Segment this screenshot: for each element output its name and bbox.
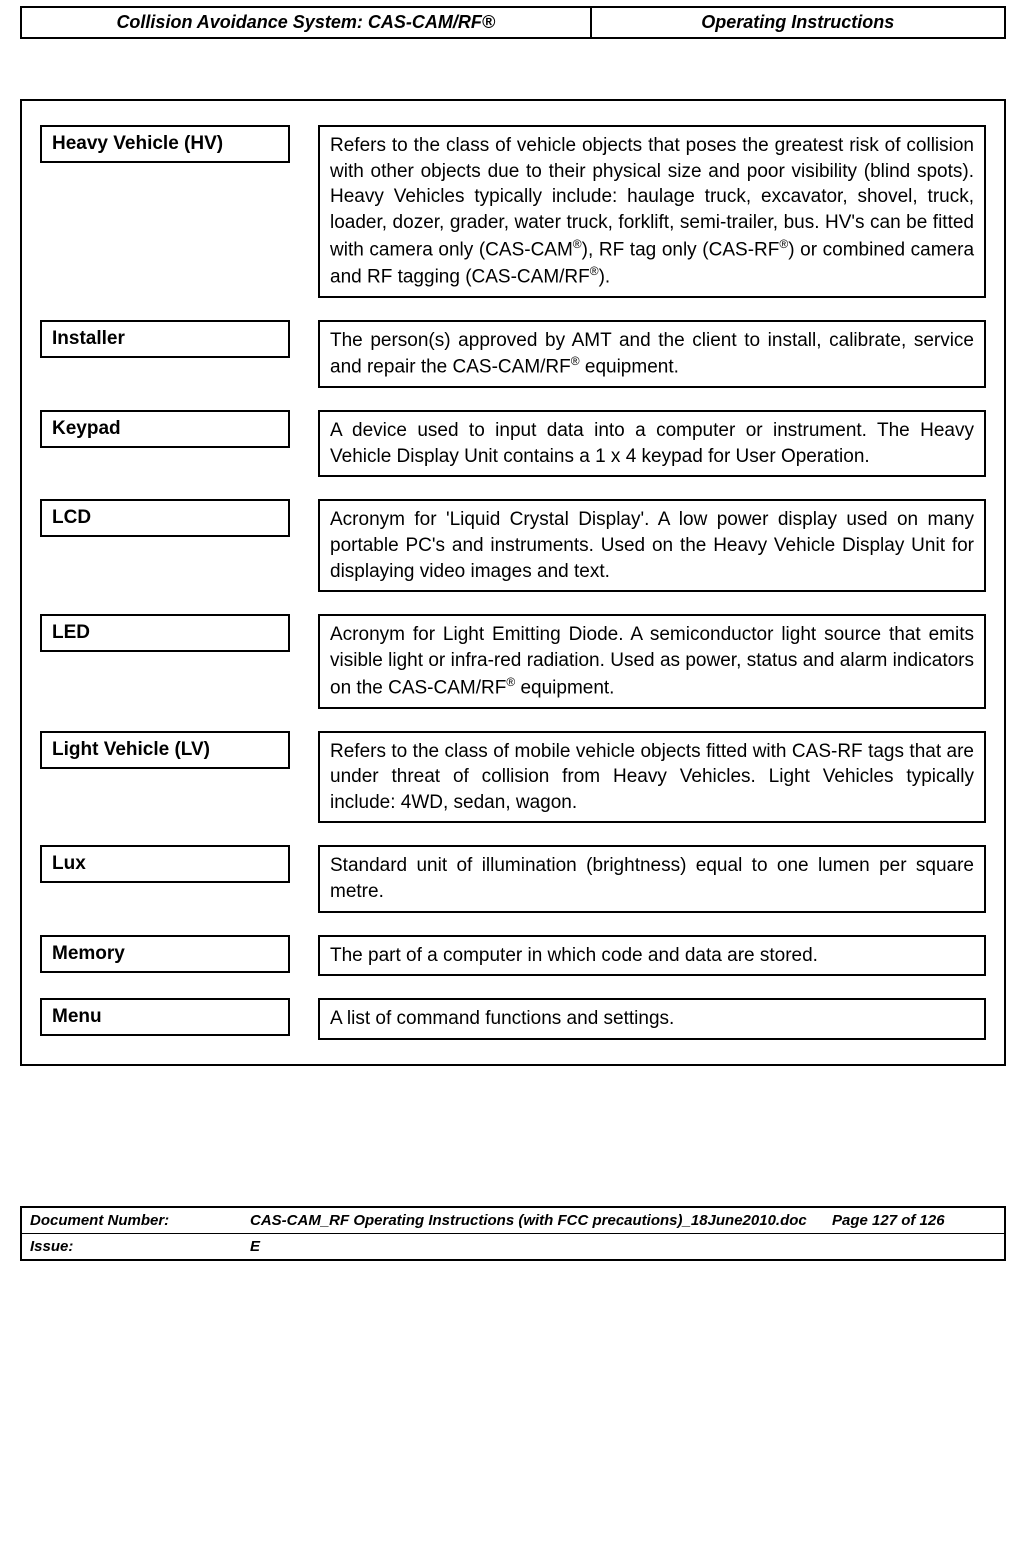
term-cell: Lux	[40, 845, 290, 883]
description-cell: Refers to the class of mobile vehicle ob…	[318, 731, 986, 824]
term-cell: LED	[40, 614, 290, 652]
definition-row: Heavy Vehicle (HV) Refers to the class of…	[40, 125, 986, 298]
header-right: Operating Instructions	[592, 8, 1004, 37]
term-cell: Keypad	[40, 410, 290, 448]
term-cell: Menu	[40, 998, 290, 1036]
issue-label: Issue:	[22, 1234, 242, 1259]
term-cell: Installer	[40, 320, 290, 358]
description-cell: Refers to the class of vehicle objects t…	[318, 125, 986, 298]
footer-empty	[824, 1234, 1004, 1259]
definition-row: LED Acronym for Light Emitting Diode. A s…	[40, 614, 986, 708]
definition-row: Installer The person(s) approved by AMT a…	[40, 320, 986, 389]
header-bar: Collision Avoidance System: CAS-CAM/RF® …	[20, 6, 1006, 39]
footer-row-1: Document Number: CAS-CAM_RF Operating In…	[22, 1208, 1004, 1233]
description-cell: A list of command functions and settings…	[318, 998, 986, 1040]
footer-table: Document Number: CAS-CAM_RF Operating In…	[20, 1206, 1006, 1261]
term-cell: Memory	[40, 935, 290, 973]
description-cell: Acronym for Light Emitting Diode. A semi…	[318, 614, 986, 708]
description-cell: Standard unit of illumination (brightnes…	[318, 845, 986, 912]
description-cell: Acronym for 'Liquid Crystal Display'. A …	[318, 499, 986, 592]
doc-number-value: CAS-CAM_RF Operating Instructions (with …	[242, 1208, 824, 1233]
definition-row: Lux Standard unit of illumination (bright…	[40, 845, 986, 912]
definition-row: Keypad A device used to input data into a…	[40, 410, 986, 477]
page-container: Collision Avoidance System: CAS-CAM/RF® …	[0, 0, 1026, 1281]
description-cell: A device used to input data into a compu…	[318, 410, 986, 477]
definition-row: LCD Acronym for 'Liquid Crystal Display'.…	[40, 499, 986, 592]
term-cell: Light Vehicle (LV)	[40, 731, 290, 769]
page-info: Page 127 of 126	[824, 1208, 1004, 1233]
definition-row: Menu A list of command functions and sett…	[40, 998, 986, 1040]
header-left: Collision Avoidance System: CAS-CAM/RF®	[22, 8, 592, 37]
definition-row: Light Vehicle (LV) Refers to the class of…	[40, 731, 986, 824]
description-cell: The part of a computer in which code and…	[318, 935, 986, 977]
definition-row: Memory The part of a computer in which co…	[40, 935, 986, 977]
term-cell: Heavy Vehicle (HV)	[40, 125, 290, 163]
content-box: Heavy Vehicle (HV) Refers to the class of…	[20, 99, 1006, 1066]
issue-value: E	[242, 1234, 824, 1259]
footer-row-2: Issue: E	[22, 1233, 1004, 1259]
doc-number-label: Document Number:	[22, 1208, 242, 1233]
description-cell: The person(s) approved by AMT and the cl…	[318, 320, 986, 389]
term-cell: LCD	[40, 499, 290, 537]
